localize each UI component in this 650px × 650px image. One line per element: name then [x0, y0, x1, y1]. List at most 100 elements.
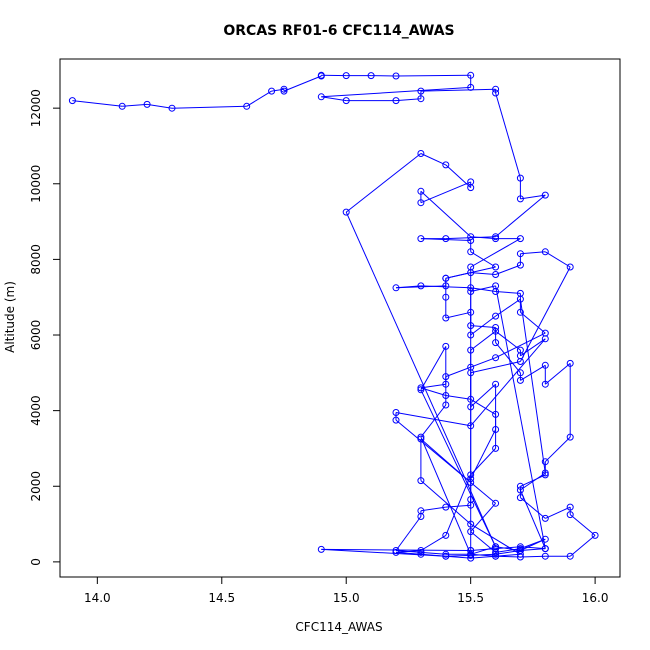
data-point: [442, 550, 450, 558]
data-point: [243, 102, 251, 110]
series-segment: [495, 546, 521, 551]
series-segment: [495, 298, 521, 317]
data-point: [541, 361, 549, 369]
data-point: [516, 250, 524, 258]
data-point: [492, 410, 500, 418]
data-point: [541, 248, 549, 256]
data-point: [392, 284, 400, 292]
y-tick-label: 8000: [29, 244, 43, 275]
series-segment: [271, 88, 285, 92]
data-point: [541, 380, 549, 388]
data-point: [541, 469, 549, 477]
x-tick-label: 16.0: [582, 591, 609, 605]
data-point: [392, 72, 400, 80]
data-point: [442, 531, 450, 539]
y-tick-label: 2000: [29, 471, 43, 502]
series-lines: [72, 74, 596, 559]
data-point: [118, 102, 126, 110]
series-segment: [520, 311, 546, 334]
series-segment: [420, 404, 447, 438]
series-segment: [569, 514, 596, 536]
data-point: [492, 543, 500, 551]
data-point: [566, 359, 574, 367]
data-point: [417, 548, 425, 556]
data-point: [516, 352, 524, 360]
series-segment: [345, 153, 422, 213]
series-segment: [495, 332, 546, 359]
data-point: [467, 550, 475, 558]
data-point: [492, 426, 500, 433]
series-segment: [544, 436, 571, 463]
series-segment: [395, 285, 421, 289]
data-point: [492, 327, 500, 335]
series-segment: [520, 497, 546, 519]
data-point: [541, 514, 549, 522]
data-point: [143, 100, 151, 108]
series-segment: [520, 548, 546, 551]
series-segment: [321, 548, 471, 551]
data-point: [467, 422, 475, 430]
data-point: [566, 503, 574, 511]
data-point: [467, 322, 475, 330]
series-segment: [420, 389, 497, 548]
data-point: [467, 475, 475, 483]
data-point: [492, 235, 500, 243]
x-tick-label: 14.0: [84, 591, 111, 605]
data-point: [467, 83, 475, 91]
series-segment: [420, 383, 446, 389]
data-point: [492, 89, 500, 97]
series-segment: [321, 548, 446, 557]
series-segment: [520, 538, 546, 551]
y-axis: 0 2000 4000 6000 8000 10000 12000: [29, 89, 61, 566]
data-point: [442, 342, 450, 350]
series-segment: [445, 311, 471, 319]
series-segment: [520, 251, 546, 255]
series-segment: [470, 531, 496, 553]
x-tick-label: 15.0: [333, 591, 360, 605]
series-segment: [495, 553, 521, 557]
data-point: [467, 554, 475, 562]
data-point: [417, 235, 425, 243]
data-point: [442, 293, 450, 301]
data-point: [417, 87, 425, 95]
data-point: [516, 547, 524, 554]
series-segment: [283, 75, 322, 92]
series-segment: [470, 555, 496, 559]
data-point: [317, 545, 325, 553]
series-segment: [395, 98, 421, 102]
data-point: [417, 187, 425, 195]
data-point: [442, 274, 450, 282]
series-segment: [420, 551, 446, 555]
data-point: [392, 548, 400, 556]
series-segment: [395, 74, 471, 77]
series-segment: [420, 190, 472, 238]
data-point: [467, 71, 475, 79]
series-segment: [246, 90, 272, 107]
y-axis-label: Altitude (m): [3, 281, 17, 353]
data-point: [417, 433, 425, 441]
series-segment: [395, 419, 496, 504]
data-point: [516, 376, 524, 384]
data-point: [392, 409, 400, 416]
data-point: [467, 288, 475, 295]
series-segment: [520, 364, 546, 381]
data-point: [516, 369, 524, 377]
series-segment: [345, 211, 497, 548]
series-segment: [519, 489, 546, 549]
data-point: [280, 87, 288, 95]
x-tick-label: 14.5: [208, 591, 235, 605]
data-point: [442, 380, 450, 388]
y-tick-label: 0: [29, 558, 43, 566]
series-segment: [445, 272, 471, 279]
series-segment: [495, 546, 521, 550]
series-segment: [420, 506, 446, 512]
data-point: [492, 233, 500, 241]
data-point: [442, 392, 450, 399]
data-point: [417, 199, 425, 207]
series-segment: [420, 238, 471, 241]
series-segment: [544, 363, 571, 385]
data-point: [442, 161, 450, 169]
series-segment: [147, 103, 173, 109]
data-point: [541, 545, 549, 553]
series-segment: [470, 238, 521, 268]
